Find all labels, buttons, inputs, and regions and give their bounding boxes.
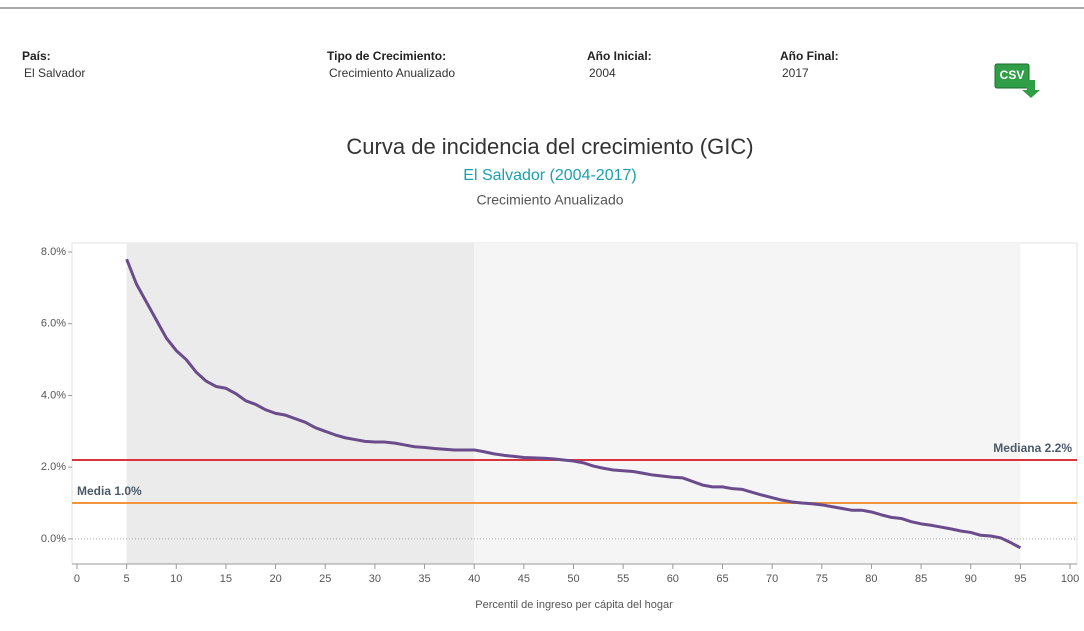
reference-label: Media 1.0% xyxy=(77,484,142,498)
csv-button[interactable]: CSV xyxy=(994,63,1040,98)
x-tick-label: 45 xyxy=(518,573,530,585)
x-tick-label: 90 xyxy=(965,573,977,585)
x-tick-label: 70 xyxy=(766,573,778,585)
filter-value: 2004 xyxy=(589,66,616,80)
x-tick-label: 55 xyxy=(617,573,629,585)
y-tick-label: 2.0% xyxy=(41,461,66,473)
x-axis-title: Percentil de ingreso per cápita del hoga… xyxy=(475,599,673,611)
x-tick-label: 10 xyxy=(170,573,182,585)
x-tick-label: 85 xyxy=(915,573,927,585)
x-tick-label: 15 xyxy=(220,573,232,585)
x-tick-label: 20 xyxy=(269,573,281,585)
x-tick-label: 35 xyxy=(418,573,430,585)
x-tick-label: 0 xyxy=(74,573,80,585)
x-tick-label: 95 xyxy=(1014,573,1026,585)
gic-line xyxy=(125,258,1022,550)
csv-label[interactable]: CSV xyxy=(1000,68,1025,82)
x-tick-label: 5 xyxy=(124,573,130,585)
x-tick-label: 60 xyxy=(667,573,679,585)
filter-label: Año Inicial: xyxy=(587,49,652,63)
csv-box[interactable] xyxy=(994,63,1030,89)
chart-title: Curva de incidencia del crecimiento (GIC… xyxy=(346,134,753,159)
filter-label: Año Final: xyxy=(780,49,839,63)
reference-label: Mediana 2.2% xyxy=(993,441,1072,455)
filter-label: Tipo de Crecimiento: xyxy=(327,49,446,63)
x-tick-label: 25 xyxy=(319,573,331,585)
x-tick-label: 100 xyxy=(1061,573,1079,585)
chart-subtitle-2: Crecimiento Anualizado xyxy=(476,192,623,208)
x-tick-label: 50 xyxy=(567,573,579,585)
x-tick-label: 30 xyxy=(369,573,381,585)
y-tick-label: 6.0% xyxy=(41,318,66,330)
shaded-band xyxy=(126,243,475,564)
csv-arrow[interactable] xyxy=(1022,80,1040,98)
filter-value: El Salvador xyxy=(24,66,85,80)
chart-subtitle: El Salvador (2004-2017) xyxy=(463,167,636,184)
x-tick-label: 65 xyxy=(716,573,728,585)
filter-label: País: xyxy=(22,49,51,63)
x-tick-label: 40 xyxy=(468,573,480,585)
x-tick-label: 80 xyxy=(865,573,877,585)
x-tick-label: 75 xyxy=(816,573,828,585)
y-tick-label: 4.0% xyxy=(41,389,66,401)
filter-value: 2017 xyxy=(782,66,809,80)
filter-value: Crecimiento Anualizado xyxy=(329,66,455,80)
y-tick-label: 0.0% xyxy=(41,533,66,545)
shaded-band xyxy=(474,243,1021,564)
y-tick-label: 8.0% xyxy=(41,246,66,258)
